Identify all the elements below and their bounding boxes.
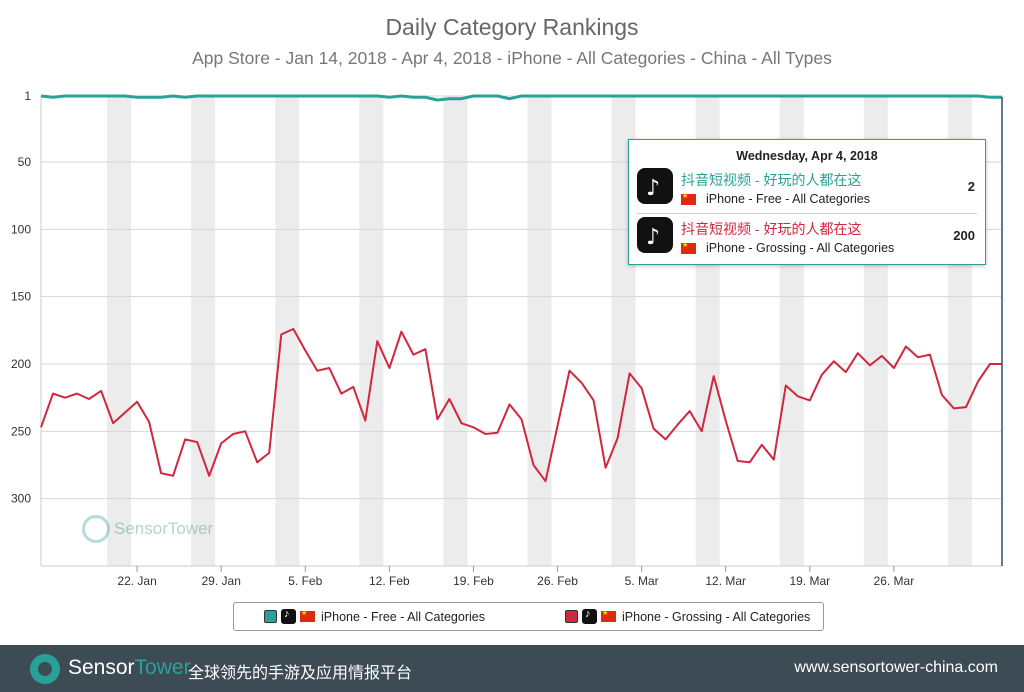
- x-axis-ticks: 22. Jan 29. Jan 5. Feb 12. Feb 19. Feb 26. Fe…: [117, 566, 914, 588]
- legend-item-grossing[interactable]: iPhone - Grossing - All Categories: [565, 608, 811, 624]
- tooltip-detail-grossing: iPhone - Grossing - All Categories: [681, 241, 894, 255]
- china-flag-icon: [681, 241, 696, 254]
- x-tick-label: 5. Mar: [625, 574, 659, 588]
- x-tick-label: 5. Feb: [288, 574, 322, 588]
- legend-item-free[interactable]: iPhone - Free - All Categories: [264, 608, 485, 624]
- weekend-band: [527, 96, 552, 566]
- series-line-grossing: [40, 328, 1002, 483]
- tooltip-detail-free: iPhone - Free - All Categories: [681, 192, 870, 206]
- footer-bar: SensorTower 全球领先的手游及应用情报平台 www.sensortow…: [0, 645, 1024, 692]
- series-line-free: [40, 94, 1002, 102]
- watermark-text: SensorTower: [114, 519, 214, 538]
- tooltip-app-name: 抖音短视频 - 好玩的人都在这: [681, 221, 862, 237]
- watermark: SensorTower: [82, 515, 213, 543]
- chart-tooltip: Wednesday, Apr 4, 2018 ♪ 抖音短视频 - 好玩的人都在这…: [628, 139, 986, 265]
- legend-swatch-red: [565, 610, 578, 623]
- tooltip-detail-label: iPhone - Free - All Categories: [706, 192, 870, 206]
- tooltip-row-free: ♪ 抖音短视频 - 好玩的人都在这 iPhone - Free - All Ca…: [637, 168, 977, 212]
- y-tick-label: 50: [18, 155, 32, 169]
- tooltip-date: Wednesday, Apr 4, 2018: [736, 149, 878, 163]
- weekend-band: [443, 96, 468, 566]
- x-tick-label: 22. Jan: [117, 574, 156, 588]
- sensortower-logo-icon: [82, 515, 110, 543]
- x-tick-label: 29. Jan: [202, 574, 241, 588]
- x-tick-label: 26. Mar: [874, 574, 915, 588]
- footer-url[interactable]: www.sensortower-china.com: [794, 659, 998, 676]
- weekend-band: [191, 96, 216, 566]
- y-tick-label: 150: [11, 290, 31, 304]
- tooltip-app-name: 抖音短视频 - 好玩的人都在这: [681, 172, 862, 188]
- svg-text:♪: ♪: [646, 176, 660, 201]
- x-tick-label: 19. Feb: [453, 574, 494, 588]
- china-flag-icon: [681, 192, 696, 205]
- y-tick-label: 1: [24, 89, 31, 103]
- series-lines: [40, 94, 1003, 483]
- x-tick-label: 19. Mar: [789, 574, 830, 588]
- x-tick-label: 12. Feb: [369, 574, 410, 588]
- weekend-band: [359, 96, 384, 566]
- y-tick-label: 250: [11, 424, 31, 438]
- douyin-app-icon: [281, 608, 296, 624]
- tooltip-row-grossing: ♪ 抖音短视频 - 好玩的人都在这 iPhone - Grossing - Al…: [637, 217, 977, 261]
- x-tick-label: 12. Mar: [705, 574, 746, 588]
- douyin-app-icon: ♪: [637, 168, 673, 204]
- y-tick-label: 100: [11, 222, 31, 236]
- brand-part-a: Sensor: [68, 656, 135, 679]
- legend-label-grossing: iPhone - Grossing - All Categories: [622, 609, 811, 624]
- brand-part-b: Tower: [134, 656, 191, 679]
- x-tick-label: 26. Feb: [537, 574, 578, 588]
- footer-brand: SensorTower: [68, 656, 191, 680]
- douyin-app-icon: [582, 608, 597, 624]
- douyin-app-icon: ♪: [637, 217, 673, 253]
- legend-swatch-teal: [264, 610, 277, 623]
- y-tick-label: 200: [11, 357, 31, 371]
- chart-subtitle: App Store - Jan 14, 2018 - Apr 4, 2018 -…: [192, 48, 832, 68]
- china-flag-icon: [601, 609, 616, 622]
- y-tick-label: 300: [11, 492, 31, 506]
- weekend-band: [107, 96, 132, 566]
- tooltip-rank-value: 2: [967, 179, 975, 194]
- tooltip-detail-label: iPhone - Grossing - All Categories: [706, 241, 895, 255]
- chart-legend: iPhone - Free - All Categories iPhone - …: [233, 602, 824, 631]
- legend-label-free: iPhone - Free - All Categories: [321, 609, 485, 624]
- svg-text:♪: ♪: [646, 225, 660, 250]
- tooltip-divider: [637, 213, 977, 214]
- tooltip-rank-value: 200: [953, 228, 975, 243]
- footer-tagline: 全球领先的手游及应用情报平台: [188, 665, 413, 682]
- sensortower-logo-icon: [30, 654, 60, 684]
- chart-title: Daily Category Rankings: [385, 14, 639, 40]
- china-flag-icon: [300, 609, 315, 622]
